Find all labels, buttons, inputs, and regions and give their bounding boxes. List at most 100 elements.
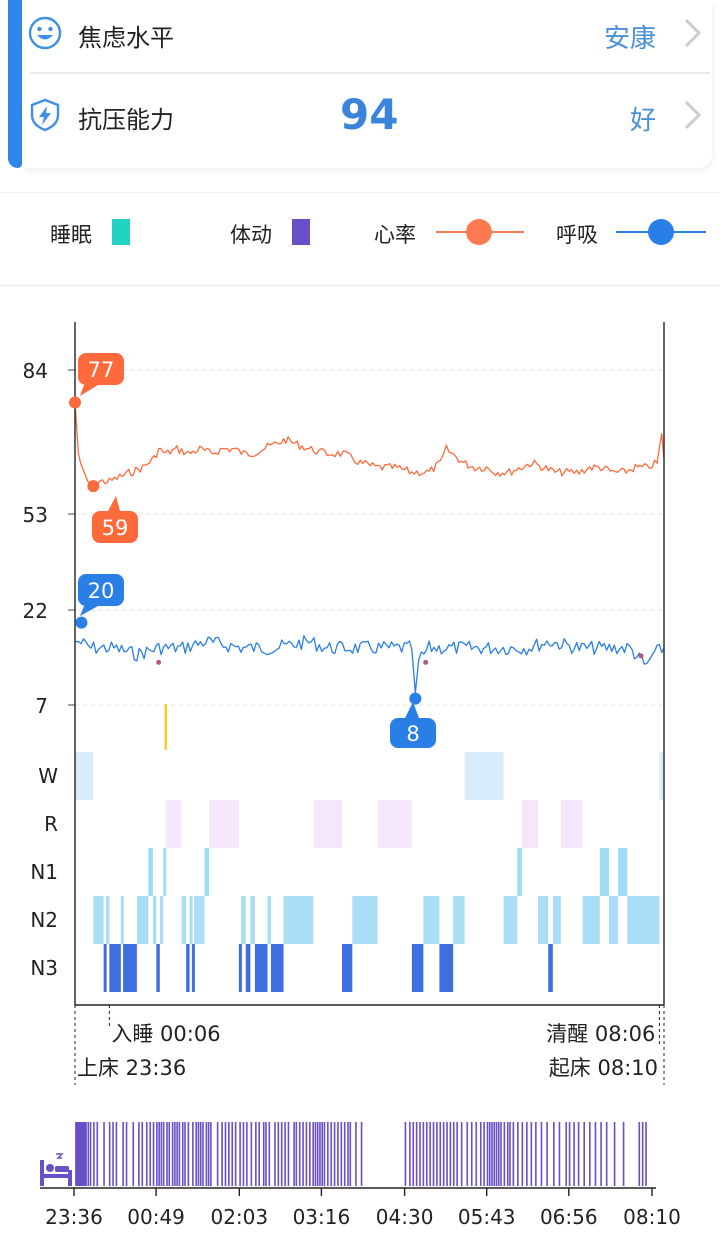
- y-tick-label: 22: [23, 599, 48, 623]
- movement-bar: [234, 1122, 237, 1186]
- movement-bar: [419, 1122, 421, 1186]
- movement-bar: [115, 1122, 118, 1186]
- movement-bar: [82, 1122, 85, 1186]
- stage-block-r: [165, 800, 182, 848]
- movement-bar: [255, 1122, 257, 1186]
- movement-bar: [409, 1122, 411, 1186]
- heart-rate-min-point: [87, 480, 100, 493]
- movement-bar: [436, 1122, 438, 1186]
- movement-bar: [293, 1122, 295, 1186]
- stage-block-n3: [341, 944, 353, 992]
- movement-bar: [262, 1122, 265, 1186]
- movement-bar: [166, 1122, 168, 1186]
- chevron-right-icon[interactable]: [682, 16, 704, 50]
- movement-bar: [452, 1122, 455, 1186]
- stage-block-n3: [254, 944, 268, 992]
- movement-bar: [76, 1122, 78, 1186]
- movement-bar: [500, 1122, 502, 1186]
- stage-block-n2: [159, 896, 164, 944]
- indicator-card: 焦虑水平 安康 抗压能力 94 好: [0, 0, 720, 170]
- in-bed-label: 上床 23:36: [77, 1056, 186, 1080]
- bed-icon: [40, 1153, 72, 1186]
- movement-bar: [449, 1122, 452, 1186]
- stage-block-n3: [548, 944, 553, 992]
- stage-block-r: [313, 800, 342, 848]
- wake-tick: [164, 704, 167, 750]
- stage-block-n2: [503, 896, 518, 944]
- movement-bar: [280, 1122, 283, 1186]
- movement-bar: [195, 1122, 198, 1186]
- stage-block-n2: [197, 896, 205, 944]
- movement-bar: [231, 1122, 234, 1186]
- movement-bar: [526, 1122, 528, 1186]
- movement-bar: [78, 1122, 81, 1186]
- movement-bar: [79, 1122, 82, 1186]
- stage-block-n2: [453, 896, 465, 944]
- movement-bar: [96, 1122, 99, 1186]
- movement-bar: [77, 1122, 79, 1186]
- breathing-min-point: [409, 692, 422, 705]
- movement-bar: [565, 1122, 568, 1186]
- movement-bar: [221, 1122, 223, 1186]
- movement-bar: [429, 1122, 431, 1186]
- movement-bar: [540, 1122, 543, 1186]
- movement-bar: [343, 1122, 346, 1186]
- stage-block-n3: [191, 944, 195, 992]
- heart-rate-min-callout: 59: [92, 496, 138, 543]
- stage-block-n3: [103, 944, 107, 992]
- asleep-label: 入睡 00:06: [111, 1022, 220, 1046]
- movement-bar: [512, 1122, 515, 1186]
- movement-bar: [132, 1122, 135, 1186]
- movement-bar: [330, 1122, 332, 1186]
- movement-bar: [145, 1122, 148, 1186]
- stage-block-n1: [599, 848, 609, 896]
- movement-bar: [75, 1122, 77, 1186]
- anxiety-label: 焦虑水平: [78, 24, 174, 52]
- movement-bar: [583, 1122, 586, 1186]
- breathing-min-callout: 8: [390, 702, 436, 748]
- y-tick-label: 7: [35, 694, 48, 718]
- chevron-right-icon[interactable]: [682, 98, 704, 132]
- movement-bar: [178, 1122, 181, 1186]
- stress-row[interactable]: 抗压能力 94 好: [22, 82, 712, 152]
- movement-bar: [108, 1122, 111, 1186]
- stage-block-n3: [411, 944, 424, 992]
- movement-bar: [158, 1122, 160, 1186]
- movement-bar: [327, 1122, 329, 1186]
- movement-bar: [314, 1122, 317, 1186]
- legend-movement-swatch: [292, 219, 310, 245]
- legend-breathing-dot: [648, 219, 674, 245]
- movement-bar: [594, 1122, 597, 1186]
- stress-label: 抗压能力: [78, 106, 174, 134]
- timeline-tick-label: 02:03: [210, 1205, 268, 1229]
- movement-bar: [141, 1122, 144, 1186]
- movement-bar: [242, 1122, 245, 1186]
- timeline-tick-label: 04:30: [376, 1205, 434, 1229]
- movement-bar: [85, 1122, 87, 1186]
- stage-block-n2: [627, 896, 660, 944]
- movement-bar: [246, 1122, 248, 1186]
- stage-block-w: [75, 752, 94, 800]
- movement-bar: [205, 1122, 208, 1186]
- stage-block-n2: [152, 896, 157, 944]
- movement-bar: [488, 1122, 491, 1186]
- legend-movement-label: 体动: [230, 223, 272, 247]
- breathing-max-callout: 20: [78, 574, 124, 616]
- movement-bar: [521, 1122, 524, 1186]
- anxiety-row[interactable]: 焦虑水平 安康: [22, 0, 712, 70]
- indicator-list: 焦虑水平 安康 抗压能力 94 好: [22, 0, 712, 168]
- stage-block-n3: [270, 944, 284, 992]
- movement-bar: [298, 1122, 301, 1186]
- timeline-tick-label: 05:43: [458, 1205, 516, 1229]
- movement-bar: [503, 1122, 506, 1186]
- stage-block-n2: [250, 896, 255, 944]
- stage-label-n2: N2: [30, 908, 58, 932]
- stage-block-n3: [238, 944, 242, 992]
- movement-bar: [479, 1122, 482, 1186]
- stage-block-n3: [439, 944, 454, 992]
- stage-block-n3: [245, 944, 251, 992]
- stage-block-n2: [582, 896, 600, 944]
- movement-bar: [506, 1122, 509, 1186]
- movement-bar: [89, 1122, 92, 1186]
- breathing-event-dot: [423, 659, 429, 665]
